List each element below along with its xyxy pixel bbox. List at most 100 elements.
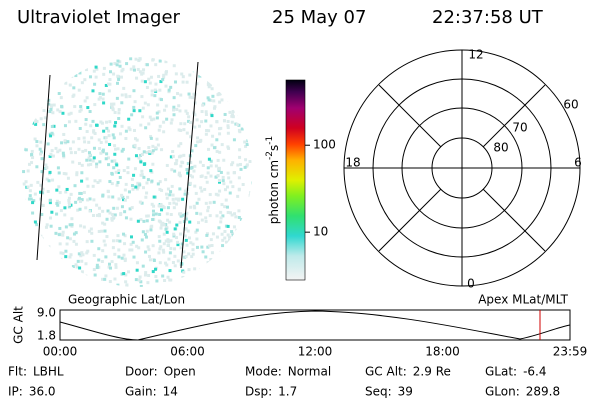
pixel — [54, 255, 58, 259]
pixel — [90, 136, 94, 140]
pixel — [58, 57, 62, 61]
field-label: GC Alt: — [365, 365, 407, 379]
pixel — [140, 169, 144, 173]
pixel — [108, 142, 112, 146]
pixel — [71, 65, 75, 69]
pixel — [222, 119, 226, 123]
pixel — [235, 122, 239, 126]
pixel — [231, 283, 235, 287]
pixel — [191, 276, 195, 280]
pixel — [223, 277, 227, 281]
pixel — [93, 283, 97, 287]
pixel — [32, 234, 36, 238]
pixel — [212, 66, 216, 70]
pixel — [72, 278, 76, 282]
pixel — [120, 149, 124, 153]
pixel — [74, 263, 78, 267]
pixel — [179, 128, 183, 132]
pixel — [229, 71, 233, 75]
date: 25 May 07 — [272, 7, 366, 28]
pixel — [158, 187, 162, 191]
pixel — [144, 126, 148, 130]
pixel — [103, 222, 107, 226]
pixel — [190, 149, 194, 153]
pixel — [245, 163, 249, 167]
pixel — [48, 64, 52, 68]
pixel — [43, 72, 47, 76]
pixel — [145, 63, 149, 67]
pixel — [25, 66, 29, 70]
pixel — [225, 60, 229, 64]
pixel — [66, 140, 70, 144]
pixel — [178, 61, 182, 65]
pixel — [181, 275, 185, 279]
pixel — [52, 124, 56, 128]
pixel — [71, 265, 75, 269]
pixel — [39, 140, 43, 144]
pixel — [32, 233, 36, 237]
pixel — [226, 233, 230, 237]
pixel — [200, 245, 204, 249]
pixel — [113, 152, 117, 156]
pixel — [221, 179, 225, 183]
pixel — [35, 119, 39, 123]
pixel — [231, 87, 235, 91]
pixel — [189, 174, 193, 178]
pixel — [162, 206, 166, 210]
pixel — [161, 221, 165, 225]
pixel — [80, 163, 84, 167]
pixel — [153, 94, 157, 98]
pixel — [117, 108, 121, 112]
pixel — [58, 270, 62, 274]
pixel — [100, 229, 104, 233]
pixel — [223, 255, 227, 259]
pixel — [165, 196, 169, 200]
pixel — [227, 235, 231, 239]
pixel — [251, 181, 252, 185]
pixel — [191, 175, 195, 179]
pixel — [115, 163, 119, 167]
pixel — [38, 152, 42, 156]
pixel — [169, 213, 173, 217]
pixel — [42, 123, 46, 127]
pixel — [65, 242, 69, 246]
pixel — [157, 74, 161, 78]
pixel — [234, 239, 238, 243]
pixel — [40, 212, 44, 216]
pixel — [152, 195, 156, 199]
pixel — [94, 65, 98, 69]
pixel — [184, 217, 188, 221]
pixel — [78, 126, 82, 130]
pixel — [146, 281, 150, 285]
pixel — [172, 64, 176, 68]
pixel — [163, 279, 167, 283]
pixel — [24, 285, 28, 287]
pixel — [60, 104, 64, 108]
pixel — [31, 250, 35, 254]
pixel — [162, 75, 166, 79]
field-label: Gain: — [125, 385, 157, 399]
pixel — [107, 129, 111, 133]
pixel — [172, 232, 176, 236]
pixel — [171, 260, 175, 264]
pixel — [230, 232, 234, 236]
pixel — [217, 271, 221, 275]
pixel — [219, 267, 223, 271]
pixel — [128, 207, 132, 211]
pixel — [143, 273, 147, 277]
pixel — [231, 115, 235, 119]
pixel — [91, 89, 95, 93]
pixel — [177, 144, 181, 148]
pixel — [200, 110, 204, 114]
altitude-curve — [59, 310, 571, 341]
pixel — [22, 252, 26, 256]
pixel — [200, 218, 204, 222]
pixel — [154, 82, 158, 86]
pixel — [61, 151, 65, 155]
pixel — [158, 212, 162, 216]
pixel — [112, 206, 116, 210]
pixel — [172, 108, 176, 112]
pixel — [122, 253, 126, 257]
pixel — [61, 233, 65, 237]
